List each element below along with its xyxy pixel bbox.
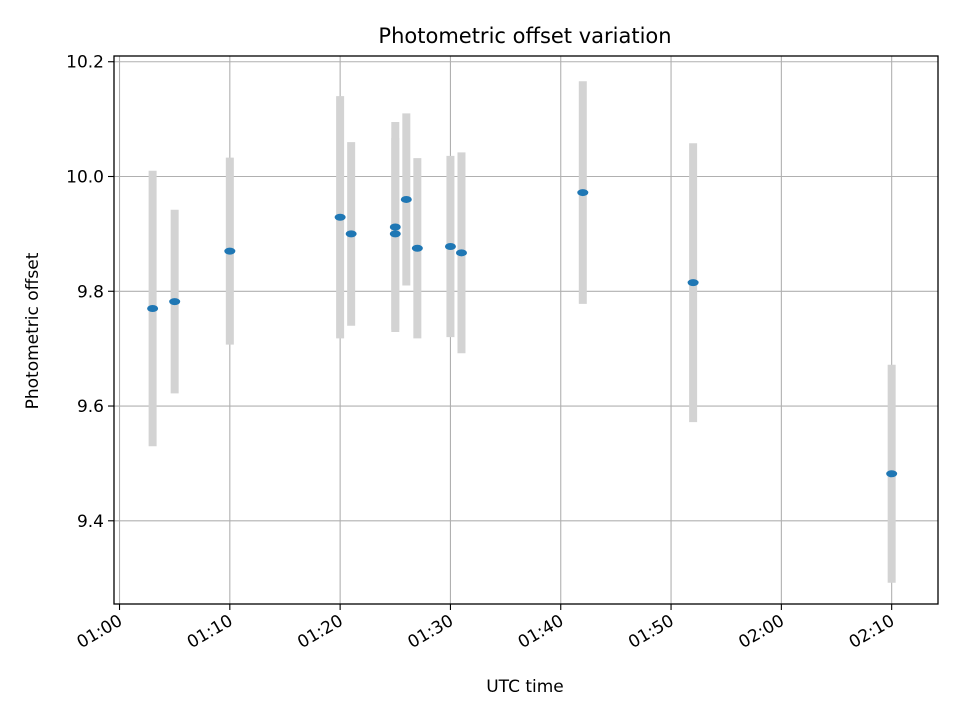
data-point xyxy=(389,230,401,238)
chart-title: Photometric offset variation xyxy=(378,24,671,48)
x-tick-label: 01:30 xyxy=(405,611,457,653)
y-axis-ticks: 9.4 9.6 9.8 10.0 10.2 xyxy=(66,53,114,532)
y-tick-label: 10.0 xyxy=(66,168,104,188)
x-tick-label: 01:00 xyxy=(74,611,126,653)
data-point xyxy=(345,230,357,238)
x-tick-label: 01:20 xyxy=(294,611,346,653)
y-axis-label: Photometric offset xyxy=(23,252,43,409)
data-point xyxy=(687,279,699,287)
data-points xyxy=(147,189,898,478)
axes-frame xyxy=(113,55,939,605)
x-tick-label: 02:00 xyxy=(735,611,787,653)
data-point xyxy=(400,195,412,203)
y-tick-label: 9.4 xyxy=(77,512,104,532)
data-point xyxy=(455,249,467,257)
y-tick-label: 9.6 xyxy=(77,397,104,417)
error-bars xyxy=(148,81,896,583)
grid-lines xyxy=(114,56,938,604)
x-axis-ticks: 01:00 01:10 01:20 01:30 01:40 01:50 02:00 02:10 xyxy=(74,604,898,653)
x-axis-label: UTC time xyxy=(486,677,564,697)
x-tick-label: 01:40 xyxy=(515,611,567,653)
y-tick-label: 10.2 xyxy=(66,53,104,73)
x-tick-label: 02:10 xyxy=(846,611,898,653)
data-point xyxy=(389,223,401,231)
data-point xyxy=(444,243,456,251)
y-tick-label: 9.8 xyxy=(77,282,104,302)
data-point xyxy=(224,247,236,255)
data-point xyxy=(886,470,898,478)
x-tick-label: 01:10 xyxy=(184,611,236,653)
data-point xyxy=(147,304,159,312)
data-point xyxy=(411,244,423,252)
data-point xyxy=(334,213,346,221)
data-point xyxy=(577,189,589,197)
x-tick-label: 01:50 xyxy=(625,611,677,653)
data-point xyxy=(169,298,181,306)
